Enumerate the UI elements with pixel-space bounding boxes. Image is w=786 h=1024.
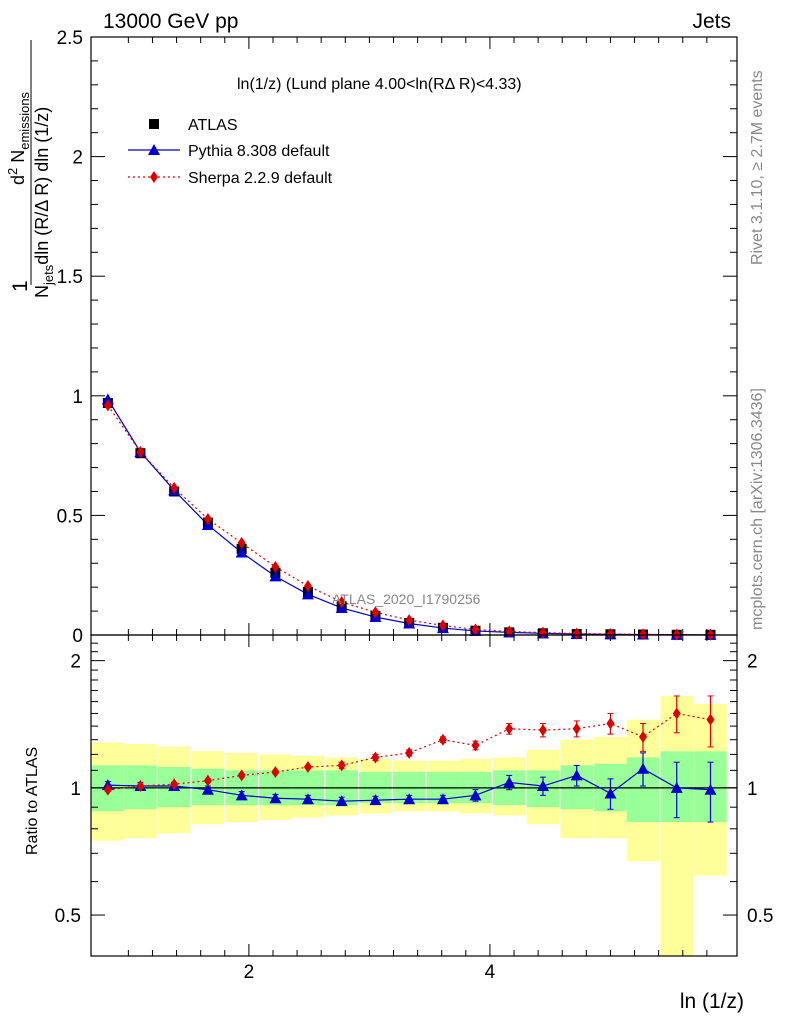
ratio-point-0 <box>670 781 683 793</box>
yellow-band <box>660 695 694 956</box>
data-point-2 <box>438 619 447 632</box>
ratio-point-0 <box>436 793 449 805</box>
ratio-y-label: Ratio to ATLAS <box>24 747 41 855</box>
data-point-2 <box>538 626 547 639</box>
y-tick-label: 0.5 <box>57 506 83 527</box>
ratio-point-1 <box>237 769 246 782</box>
data-point-2 <box>203 512 212 525</box>
data-point-2 <box>271 560 280 573</box>
data-point-2 <box>337 595 346 608</box>
ratio-point-1 <box>203 774 212 787</box>
ratio-point-1 <box>371 751 380 764</box>
x-axis-label: ln (1/z) <box>680 990 744 1013</box>
ratio-point-1 <box>706 713 715 726</box>
ratio-point-0 <box>604 787 617 799</box>
legend-marker <box>149 119 159 129</box>
ratio-point-1 <box>438 733 447 746</box>
lower-frame <box>90 634 738 957</box>
legend-marker <box>150 171 158 183</box>
ratio-plot: 2 4 0.5 0.5 1 1 2 2 <box>55 634 773 983</box>
ratio-point-1 <box>505 722 514 735</box>
data-point-2 <box>303 579 312 592</box>
main-plot: 0 0.5 1 1.5 2 2.5 ATLAS Pythia 8.308 default She… <box>57 28 738 647</box>
ratio-point-0 <box>570 769 583 781</box>
ratio-y-tick-label: 0.5 <box>55 906 81 927</box>
data-point-2 <box>136 446 145 459</box>
x-tick-label: 2 <box>244 962 255 983</box>
category-label: Jets <box>692 10 731 33</box>
data-point-1 <box>269 570 282 582</box>
data-point-1 <box>235 546 248 558</box>
y-tick-label: 0 <box>72 626 83 647</box>
y-tick-label: 2.5 <box>57 28 83 49</box>
data-point-2 <box>371 606 380 619</box>
data-point-1 <box>301 588 314 600</box>
ratio-point-1 <box>572 722 581 735</box>
y-label-one: 1 <box>9 280 32 292</box>
data-point-2 <box>103 399 112 412</box>
legend-marker <box>148 144 160 155</box>
data-point-2 <box>237 536 246 549</box>
ratio-y-tick-label: 1 <box>70 779 81 800</box>
data-point-1 <box>101 393 114 405</box>
ratio-point-1 <box>136 780 145 793</box>
ratio-point-1 <box>405 746 414 759</box>
ratio-point-1 <box>638 730 647 743</box>
ratio-point-1 <box>170 778 179 791</box>
plot-title: ln(1/z) (Lund plane 4.00<ln(RΔ R)<4.33) <box>237 76 522 93</box>
ratio-point-0 <box>301 793 314 805</box>
x-tick-label: 4 <box>485 962 496 983</box>
data-point-2 <box>638 628 647 641</box>
watermark: ATLAS_2020_I1790256 <box>332 591 481 607</box>
y-tick-label: 1 <box>72 387 83 408</box>
data-point-2 <box>471 623 480 636</box>
legend-label: ATLAS <box>188 117 238 134</box>
ratio-y-tick-label-right: 0.5 <box>747 906 773 927</box>
data-point-2 <box>405 614 414 627</box>
mcplots-label: mcplots.cern.ch [arXiv:1306.3436] <box>749 388 766 630</box>
legend-label: Pythia 8.308 default <box>188 143 330 160</box>
ratio-point-1 <box>337 759 346 772</box>
data-point-2 <box>170 481 179 494</box>
ratio-point-0 <box>235 789 248 801</box>
legend: ATLAS Pythia 8.308 default Sherpa 2.2.9 de… <box>128 117 333 187</box>
ratio-point-1 <box>672 707 681 720</box>
ratio-point-0 <box>369 794 382 806</box>
ratio-point-1 <box>303 761 312 774</box>
ratio-point-1 <box>103 783 112 796</box>
ratio-point-1 <box>271 766 280 779</box>
ratio-point-0 <box>503 776 516 788</box>
ratio-y-tick-label-right: 1 <box>747 779 758 800</box>
y-tick-label: 2 <box>72 148 83 169</box>
ratio-point-1 <box>471 739 480 752</box>
y-tick-label: 1.5 <box>57 267 83 288</box>
ratio-point-0 <box>469 789 482 801</box>
ratio-point-1 <box>538 724 547 737</box>
ratio-point-0 <box>704 783 717 795</box>
ratio-y-tick-label-right: 2 <box>747 652 758 673</box>
data-point-2 <box>572 627 581 640</box>
ratio-point-1 <box>606 717 615 730</box>
legend-label: Sherpa 2.2.9 default <box>188 170 333 187</box>
ratio-point-0 <box>269 792 282 804</box>
data-point-2 <box>606 628 615 641</box>
y-label-denominator: Njetsdln (R/Δ R) dln (1/z) <box>32 107 56 298</box>
ratio-point-0 <box>403 793 416 805</box>
ratio-point-0 <box>636 762 649 774</box>
y-axis-label: 1 Njetsdln (R/Δ R) dln (1/z) d2 Nemissio… <box>5 40 56 298</box>
ratio-y-tick-label: 2 <box>70 652 81 673</box>
y-label-numerator: d2 Nemissions <box>5 91 32 185</box>
ratio-point-0 <box>201 783 214 795</box>
rivet-label: Rivet 3.1.10, ≥ 2.7M events <box>749 70 766 265</box>
ratio-point-0 <box>335 795 348 807</box>
ratio-point-0 <box>536 780 549 792</box>
energy-label: 13000 GeV pp <box>103 10 238 33</box>
